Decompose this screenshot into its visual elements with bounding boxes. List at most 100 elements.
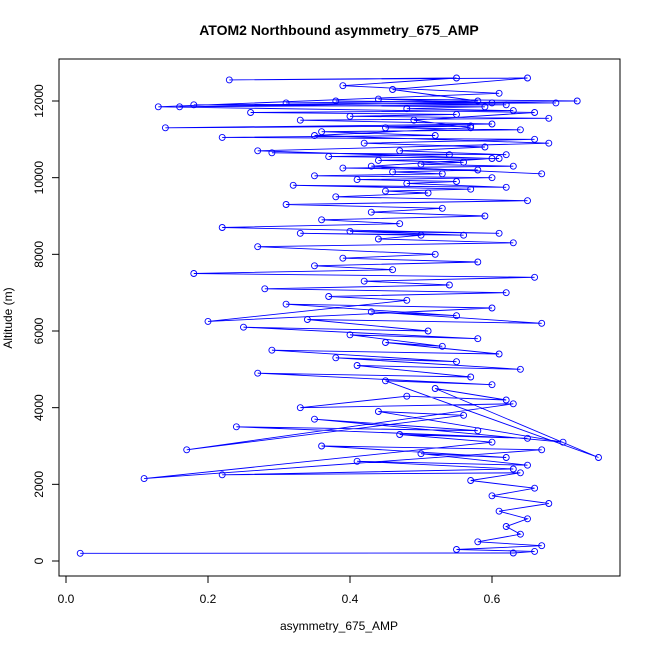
data-point (559, 438, 567, 446)
data-point (190, 270, 198, 277)
data-point (509, 400, 517, 408)
data-point (474, 427, 482, 435)
data-point (410, 116, 418, 124)
y-tick-label: 6000 (32, 317, 46, 344)
data-point (509, 162, 517, 170)
data-point (502, 101, 510, 109)
data-point (467, 373, 475, 381)
data-point (332, 97, 340, 105)
y-axis: 0 2000 4000 6000 8000 10000 12000 (32, 84, 60, 564)
data-point (509, 549, 517, 557)
data-point (218, 224, 226, 231)
data-point (460, 411, 468, 419)
data-point (382, 124, 389, 132)
chart-title: ATOM2 Northbound asymmetry_675_AMP (199, 22, 479, 38)
data-point (474, 258, 482, 266)
data-point (502, 289, 510, 297)
data-point (339, 164, 347, 172)
data-point (524, 197, 531, 205)
x-tick-label: 0.2 (200, 592, 217, 606)
data-point (509, 239, 517, 247)
data-point (254, 369, 262, 377)
data-point (389, 266, 397, 274)
data-point (318, 442, 326, 450)
data-point (360, 139, 368, 147)
data-point (488, 304, 496, 312)
data-point (417, 160, 425, 168)
data-point (318, 216, 326, 224)
data-point (488, 120, 496, 128)
data-point (346, 112, 354, 120)
data-point (339, 82, 347, 90)
data-point (282, 201, 290, 208)
data-point (240, 323, 247, 331)
data-point (516, 365, 524, 373)
data-point (538, 542, 546, 550)
data-point (303, 316, 311, 323)
data-point (495, 155, 503, 162)
data-point (296, 229, 304, 237)
data-point (296, 116, 304, 124)
data-point (282, 300, 290, 308)
x-axis: 0.0 0.2 0.4 0.6 (58, 575, 501, 606)
data-point (374, 408, 382, 415)
data-point (467, 477, 475, 484)
data-point (524, 434, 531, 442)
data-point (524, 74, 531, 82)
data-point (389, 86, 397, 93)
data-point (353, 362, 361, 369)
data-point (573, 97, 581, 105)
data-point (311, 132, 318, 139)
data-point (332, 354, 340, 362)
x-tick-label: 0.4 (342, 592, 359, 606)
data-point (268, 149, 276, 157)
data-point (467, 124, 475, 132)
data-point (382, 187, 389, 195)
data-point (538, 170, 546, 178)
data-point (545, 500, 553, 507)
data-point (311, 262, 318, 270)
data-point (311, 172, 318, 180)
data-point (467, 185, 475, 193)
data-point (531, 109, 539, 116)
data-point (474, 97, 482, 105)
x-tick-label: 0.0 (58, 592, 75, 606)
data-point (261, 285, 269, 293)
data-point (396, 431, 404, 438)
data-point (389, 168, 397, 176)
data-point (296, 404, 304, 412)
data-point (488, 438, 496, 446)
data-point (374, 235, 382, 243)
data-point (502, 454, 510, 461)
data-point (445, 281, 453, 289)
data-point (531, 135, 539, 143)
data-point (431, 385, 439, 392)
data-point (360, 277, 368, 285)
data-point (453, 546, 460, 553)
data-point (218, 471, 226, 479)
data-point (460, 231, 468, 239)
data-point (488, 381, 496, 389)
data-point (382, 339, 389, 346)
data-point (531, 484, 539, 492)
data-point (453, 110, 460, 118)
data-point (424, 327, 432, 335)
data-point (431, 132, 439, 139)
data-point (332, 193, 340, 201)
data-point (374, 156, 382, 164)
data-point (595, 454, 602, 461)
data-point (545, 139, 553, 147)
data-point (176, 103, 184, 111)
data-point (509, 107, 517, 115)
data-point (502, 396, 510, 404)
data-point (516, 530, 524, 538)
data-point (481, 103, 489, 111)
data-point (460, 158, 468, 166)
data-point (538, 446, 546, 454)
data-point (254, 243, 262, 251)
data-point (488, 174, 496, 182)
data-point (247, 109, 255, 116)
data-point (495, 229, 503, 237)
data-point (325, 153, 333, 161)
series-layer (76, 74, 602, 557)
